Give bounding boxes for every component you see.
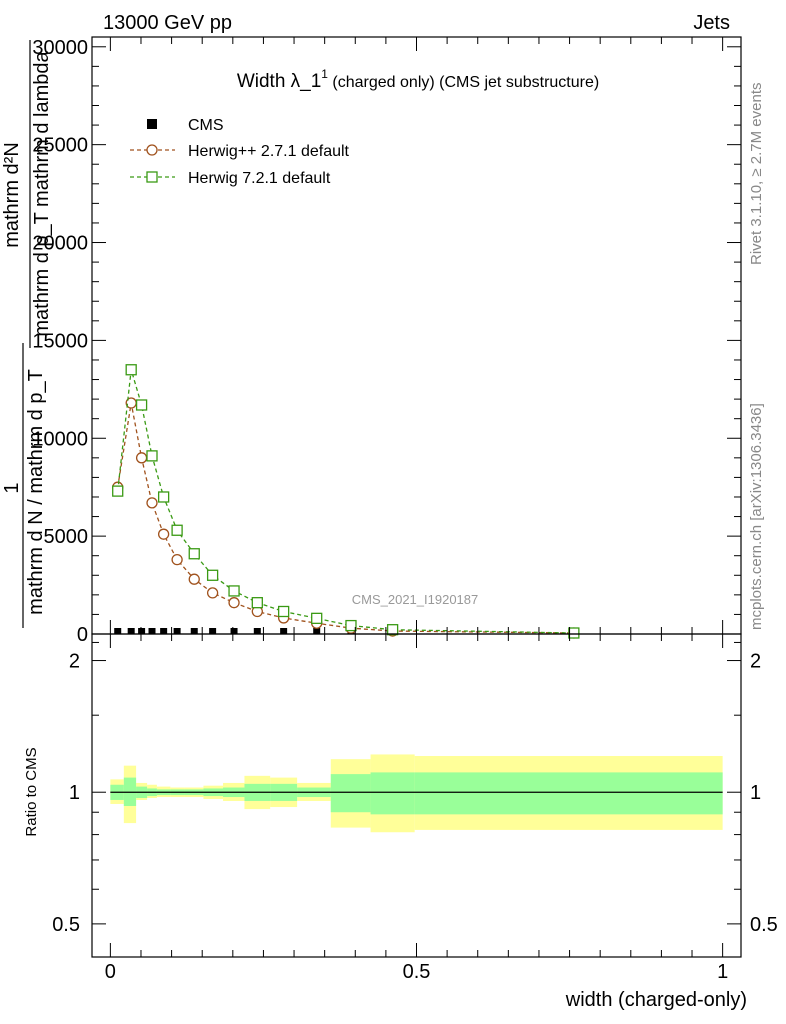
ratio-axes: 0.5 0.5 1 1 2 2 0 0.5 1 [52, 634, 778, 983]
ratio-y-axis-label: Ratio to CMS [23, 747, 40, 836]
data-point [206, 587, 219, 599]
main-ytick-label: 0 [77, 624, 88, 646]
data-point [157, 491, 170, 503]
ratio-ytick-label-left: 0.5 [52, 914, 80, 936]
data-point [171, 524, 183, 536]
data-point [125, 364, 137, 376]
data-point [228, 585, 240, 597]
data-point [148, 628, 156, 634]
plot-title-rest: (charged only) (CMS jet substructure) [328, 74, 599, 91]
ratio-xtick-label: 0 [105, 961, 116, 983]
main-ytick-label: 15000 [32, 330, 88, 352]
uncertainty-band-inner [414, 772, 723, 815]
data-point [127, 628, 135, 634]
data-point [135, 452, 148, 464]
data-point [345, 619, 357, 632]
data-point [112, 485, 124, 497]
ratio-xtick-label: 1 [717, 961, 728, 983]
data-point [171, 553, 183, 566]
data-point [311, 612, 323, 624]
data-point [135, 399, 148, 411]
data-point [173, 628, 181, 634]
plot-title-sup: 1 [321, 67, 328, 81]
legend-label: Herwig++ 2.7.1 default [188, 143, 350, 160]
ratio-xtick-label: 0.5 [403, 961, 431, 983]
data-point [386, 624, 399, 636]
main-panel-data [112, 364, 580, 639]
ylabel-line-3: 1 [1, 482, 23, 493]
main-ytick-label: 25000 [32, 135, 88, 157]
data-point [313, 628, 321, 634]
plot-title-main: Width λ_1 [237, 71, 321, 92]
uncertainty-band-inner [330, 774, 371, 813]
series-line [117, 402, 574, 634]
legend: CMS Herwig++ 2.7.1 default Herwig 7.2.1 de… [130, 117, 350, 187]
data-point [228, 597, 240, 609]
plot-title: Width λ_11 (charged only) (CMS jet subst… [237, 67, 599, 92]
data-point [190, 628, 198, 634]
x-axis-label: width (charged-only) [565, 989, 747, 1011]
mcplots-label: mcplots.cern.ch [arXiv:1306.3436] [748, 403, 765, 630]
main-ytick-label: 30000 [32, 37, 88, 59]
main-ytick-label: 20000 [32, 233, 88, 255]
data-point [157, 528, 170, 540]
data-point [251, 597, 263, 609]
data-point [206, 569, 219, 581]
ratio-ytick-label-right: 2 [750, 651, 761, 673]
main-ytick-label: 5000 [44, 526, 89, 548]
ylabel-line-1: mathrm d²N [1, 142, 23, 248]
uncertainty-band-inner [370, 772, 415, 815]
main-ytick-label: 10000 [32, 428, 88, 450]
data-point [188, 548, 200, 560]
data-point [188, 573, 200, 585]
main-y-axis: 0 5000 10000 15000 20000 25000 30000 [32, 37, 741, 646]
ratio-ytick-label-left: 1 [69, 782, 80, 804]
main-y-axis-label: mathrm d²N mathrm d p_T mathrm d lambda … [1, 40, 53, 628]
legend-marker [146, 144, 158, 156]
ratio-ytick-label-left: 2 [69, 651, 80, 673]
ratio-ytick-label-right: 1 [750, 782, 761, 804]
legend-label: Herwig 7.2.1 default [188, 170, 331, 187]
data-point [280, 628, 288, 634]
data-point [146, 450, 158, 462]
legend-marker [147, 119, 157, 129]
legend-marker [146, 171, 158, 183]
ratio-ytick-label-right: 0.5 [750, 914, 778, 936]
process-label: Jets [693, 12, 730, 34]
data-point [209, 628, 217, 634]
ylabel-line-2: mathrm d p_T mathrm d lambda [31, 50, 53, 336]
data-point [568, 627, 580, 639]
rivet-version-label: Rivet 3.1.10, ≥ 2.7M events [748, 83, 765, 266]
legend-label: CMS [188, 117, 224, 134]
data-point [160, 628, 168, 634]
analysis-watermark: CMS_2021_I1920187 [352, 592, 479, 607]
data-point [114, 628, 122, 634]
data-point [146, 497, 158, 509]
series-2 [112, 364, 580, 639]
ratio-panel-data [110, 754, 723, 833]
data-point [253, 628, 261, 634]
data-point [277, 605, 290, 618]
data-point [138, 628, 146, 634]
ylabel-line-4: mathrm d N / mathrm d p_T [25, 369, 47, 615]
data-point [230, 628, 238, 634]
energy-label: 13000 GeV pp [103, 12, 232, 34]
